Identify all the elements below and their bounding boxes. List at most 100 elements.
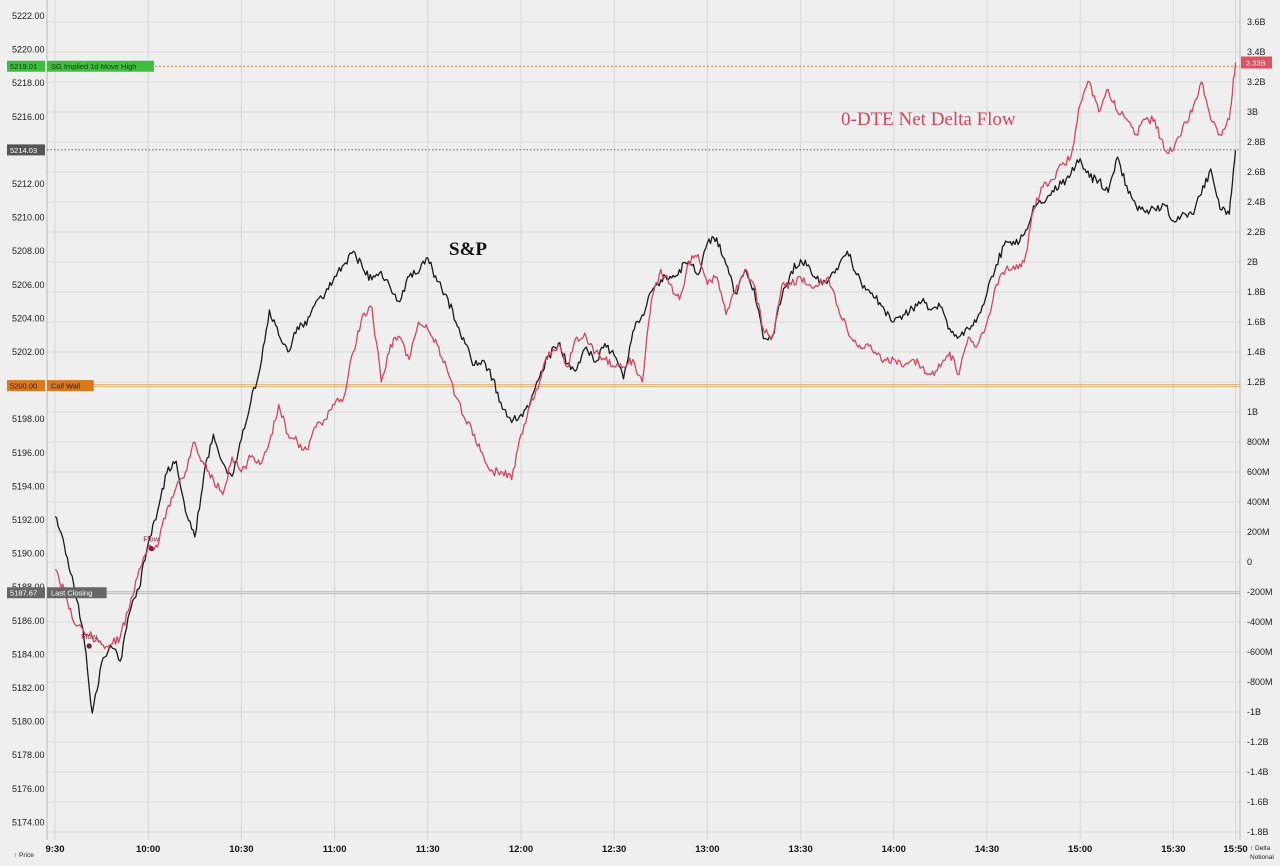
annotations: S&P 0-DTE Net Delta Flow xyxy=(449,109,1016,260)
left-axis: 5222.005220.005218.005216.005214.005212.… xyxy=(12,11,45,859)
right-tick-label: 1B xyxy=(1247,407,1258,417)
flow-marker xyxy=(86,643,92,649)
flow-marker-label: Flow xyxy=(81,632,97,641)
right-tick-label: 2.8B xyxy=(1247,137,1266,147)
delta-flow-line xyxy=(54,62,1237,650)
left-tick-label: 5216.00 xyxy=(12,112,45,122)
right-tick-label: 1.6B xyxy=(1247,317,1266,327)
left-tick-label: 5184.00 xyxy=(12,649,45,659)
right-axis-name: ↑ Delta xyxy=(1250,845,1271,852)
right-tick-label: 3.6B xyxy=(1247,17,1266,27)
level-tag xyxy=(47,587,107,599)
right-tick-label: -600M xyxy=(1247,647,1273,657)
right-tick-label: -1.8B xyxy=(1247,827,1269,837)
x-tick-label: 15:30 xyxy=(1161,844,1185,855)
level-tag-label: SG Implied 1d Move High xyxy=(51,62,136,71)
right-tick-label: -1.4B xyxy=(1247,767,1269,777)
left-tick-label: 5220.00 xyxy=(12,45,45,55)
flow-marker-label: Flow xyxy=(143,535,159,544)
level-tag-label: Call Wall xyxy=(51,382,81,391)
right-tick-label: 400M xyxy=(1247,497,1270,507)
level-tag xyxy=(47,60,154,72)
x-tick-label: 10:30 xyxy=(229,844,253,855)
right-tick-label: 2.2B xyxy=(1247,227,1266,237)
right-tick-label: 1.8B xyxy=(1247,287,1266,297)
left-tick-label: 5174.00 xyxy=(12,817,45,827)
right-tick-label: 2.6B xyxy=(1247,167,1266,177)
left-tick-label: 5218.00 xyxy=(12,78,45,88)
x-tick-label: 11:00 xyxy=(323,844,347,855)
delta-flow-annotation: 0-DTE Net Delta Flow xyxy=(841,109,1016,130)
level-tag-label: Last Closing xyxy=(51,589,92,598)
left-tick-label: 5190.00 xyxy=(12,549,45,559)
delta-tag-value: 3.33B xyxy=(1246,59,1266,68)
right-tick-label: 3.2B xyxy=(1247,77,1266,87)
price-tag-value: 5200.00 xyxy=(10,382,37,391)
right-tick-label: 800M xyxy=(1247,437,1270,447)
left-tick-label: 5198.00 xyxy=(12,414,45,424)
axis-tags: 5219.01 SG Implied 1d Move High 5200.00 Cal… xyxy=(7,56,1272,599)
left-tick-label: 5202.00 xyxy=(12,347,45,357)
right-tick-label: 2.4B xyxy=(1247,197,1266,207)
left-tick-label: 5206.00 xyxy=(12,280,45,290)
x-tick-label: 11:30 xyxy=(416,844,440,855)
left-tick-label: 5194.00 xyxy=(12,481,45,491)
left-tick-label: 5178.00 xyxy=(12,750,45,760)
price-tag xyxy=(7,587,45,599)
left-tick-label: 5176.00 xyxy=(12,784,45,794)
right-tick-label: 3B xyxy=(1247,107,1258,117)
left-tick-label: 5204.00 xyxy=(12,313,45,323)
x-tick-label: 13:30 xyxy=(788,844,812,855)
x-axis: 9:30 10:00 10:30 11:00 11:30 12:00 12:30 13:00 1… xyxy=(45,844,1247,855)
price-tag xyxy=(7,144,45,156)
price-tag-value: 5219.01 xyxy=(10,62,37,71)
right-tick-label: 1.4B xyxy=(1247,347,1266,357)
level-lines xyxy=(47,65,1240,595)
x-tick-label: 12:00 xyxy=(509,844,533,855)
right-tick-label: -200M xyxy=(1247,587,1273,597)
price-tag xyxy=(7,60,45,72)
price-tag-value: 5214.03 xyxy=(10,146,37,155)
right-tick-label: 2B xyxy=(1247,257,1258,267)
series-lines: Flow Flow xyxy=(54,62,1237,714)
delta-tag xyxy=(1241,56,1272,69)
right-tick-label: -1B xyxy=(1247,707,1261,717)
right-tick-label: -1.6B xyxy=(1247,797,1269,807)
left-tick-label: 5212.00 xyxy=(12,179,45,189)
right-tick-label: -1.2B xyxy=(1247,737,1269,747)
right-axis-name: Notional xyxy=(1250,854,1274,861)
price-tag xyxy=(7,380,45,392)
right-tick-label: 1.2B xyxy=(1247,377,1266,387)
left-tick-label: 5186.00 xyxy=(12,616,45,626)
right-tick-label: 0 xyxy=(1247,557,1252,567)
left-tick-label: 5182.00 xyxy=(12,683,45,693)
x-tick-label: 12:30 xyxy=(602,844,626,855)
sp-annotation: S&P xyxy=(449,239,487,260)
x-tick-label: 15:50 xyxy=(1223,844,1247,855)
x-tick-label: 14:00 xyxy=(882,844,906,855)
level-tag xyxy=(47,380,94,392)
right-tick-label: -400M xyxy=(1247,617,1273,627)
x-tick-label: 13:00 xyxy=(695,844,719,855)
left-axis-name: ↑ Price xyxy=(14,852,34,859)
flow-marker xyxy=(148,545,154,552)
left-tick-label: 5192.00 xyxy=(12,515,45,525)
grid-lines xyxy=(46,0,1241,840)
right-tick-label: 3.4B xyxy=(1247,47,1266,57)
x-tick-label: 10:00 xyxy=(136,844,160,855)
right-axis: 3.6B 3.4B 3.2B 3B 2.8B 2.6B 2.4B 2.2B 2B 1.8B 1.6B… xyxy=(1247,17,1274,861)
right-tick-label: -800M xyxy=(1247,677,1273,687)
left-tick-label: 5222.00 xyxy=(12,11,45,21)
left-tick-label: 5208.00 xyxy=(12,246,45,256)
price-tag-value: 5187.67 xyxy=(10,589,37,598)
left-tick-label: 5180.00 xyxy=(12,717,45,727)
right-tick-label: 200M xyxy=(1247,527,1270,537)
left-tick-label: 5188.00 xyxy=(12,582,45,592)
left-tick-label: 5196.00 xyxy=(12,448,45,458)
left-tick-label: 5210.00 xyxy=(12,213,45,223)
x-tick-label: 15:00 xyxy=(1068,844,1092,855)
x-tick-label: 9:30 xyxy=(45,844,64,855)
x-tick-label: 14:30 xyxy=(975,844,999,855)
